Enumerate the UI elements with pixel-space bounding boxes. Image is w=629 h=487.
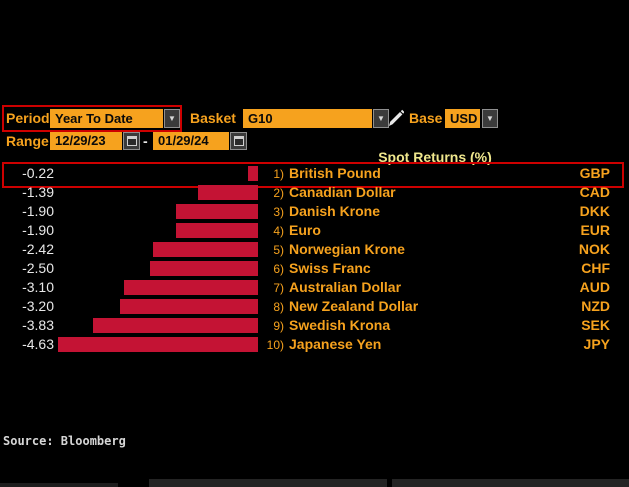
return-bar <box>150 261 258 276</box>
return-value: -2.42 <box>22 241 54 257</box>
currency-code: SEK <box>581 317 610 333</box>
currency-code: EUR <box>580 222 610 238</box>
row-rank: 8) <box>273 300 284 314</box>
period-field[interactable]: Year To Date <box>50 109 163 128</box>
currency-name: Japanese Yen <box>289 336 382 352</box>
chevron-down-icon: ▼ <box>168 114 176 123</box>
chart-row[interactable]: -1.90 3) Danish Krone DKK <box>0 202 629 221</box>
chevron-down-icon: ▼ <box>377 114 385 123</box>
return-value: -1.39 <box>22 184 54 200</box>
chart-row[interactable]: -4.63 10) Japanese Yen JPY <box>0 335 629 354</box>
return-value: -1.90 <box>22 222 54 238</box>
base-label: Base <box>409 110 443 126</box>
range-start-calendar-button[interactable] <box>123 132 140 150</box>
currency-code: CHF <box>581 260 610 276</box>
currency-code: CAD <box>579 184 610 200</box>
row-rank: 10) <box>266 338 284 352</box>
chart-row[interactable]: -3.20 8) New Zealand Dollar NZD <box>0 297 629 316</box>
chart-row[interactable]: -1.39 2) Canadian Dollar CAD <box>0 183 629 202</box>
return-bar <box>176 204 258 219</box>
currency-code: AUD <box>579 279 610 295</box>
basket-dropdown-button[interactable]: ▼ <box>373 109 389 128</box>
calendar-icon <box>233 136 244 146</box>
currency-name: Australian Dollar <box>289 279 402 295</box>
chart-row[interactable]: -0.22 1) British Pound GBP <box>0 162 629 188</box>
bottom-strip-left <box>0 483 118 487</box>
range-end-field[interactable]: 01/29/24 <box>153 132 229 150</box>
range-start-field[interactable]: 12/29/23 <box>50 132 122 150</box>
currency-name: Danish Krone <box>289 203 381 219</box>
chart-row[interactable]: -3.10 7) Australian Dollar AUD <box>0 278 629 297</box>
return-bar <box>198 185 258 200</box>
chevron-down-icon: ▼ <box>486 114 494 123</box>
return-bar <box>93 318 258 333</box>
chart-row[interactable]: -2.50 6) Swiss Franc CHF <box>0 259 629 278</box>
bottom-strip-right <box>392 479 629 487</box>
chart-row[interactable]: -1.90 4) Euro EUR <box>0 221 629 240</box>
return-bar <box>124 280 258 295</box>
basket-label: Basket <box>190 110 236 126</box>
return-value: -4.63 <box>22 336 54 352</box>
currency-name: Swiss Franc <box>289 260 371 276</box>
row-rank: 4) <box>273 224 284 238</box>
currency-code: NZD <box>581 298 610 314</box>
return-bar <box>248 166 258 181</box>
range-end-calendar-button[interactable] <box>230 132 247 150</box>
period-label: Period <box>6 110 50 126</box>
return-value: -3.10 <box>22 279 54 295</box>
row-rank: 5) <box>273 243 284 257</box>
chart-row[interactable]: -2.42 5) Norwegian Krone NOK <box>0 240 629 259</box>
row-rank: 1) <box>273 167 284 181</box>
row-rank: 9) <box>273 319 284 333</box>
pencil-edit-icon[interactable] <box>388 108 405 128</box>
calendar-icon <box>126 136 137 146</box>
source-label: Source: Bloomberg <box>3 434 126 448</box>
currency-code: DKK <box>579 203 610 219</box>
currency-name: New Zealand Dollar <box>289 298 419 314</box>
row-rank: 7) <box>273 281 284 295</box>
basket-field[interactable]: G10 <box>243 109 372 128</box>
return-value: -3.20 <box>22 298 54 314</box>
currency-name: Euro <box>289 222 321 238</box>
currency-code: GBP <box>579 165 610 181</box>
return-bar <box>176 223 258 238</box>
chart-row[interactable]: -3.83 9) Swedish Krona SEK <box>0 316 629 335</box>
currency-code: JPY <box>583 336 610 352</box>
row-rank: 6) <box>273 262 284 276</box>
currency-name: Swedish Krona <box>289 317 391 333</box>
base-field[interactable]: USD <box>445 109 480 128</box>
currency-code: NOK <box>578 241 610 257</box>
return-bar <box>120 299 258 314</box>
chart-title: Spot Returns (%) <box>378 149 492 165</box>
return-bar <box>153 242 258 257</box>
currency-name: British Pound <box>289 165 381 181</box>
row-rank: 2) <box>273 186 284 200</box>
return-value: -2.50 <box>22 260 54 276</box>
base-dropdown-button[interactable]: ▼ <box>482 109 498 128</box>
return-value: -0.22 <box>22 165 54 181</box>
chart-rows: -0.22 1) British Pound GBP -1.39 2) Cana… <box>0 162 629 354</box>
return-value: -3.83 <box>22 317 54 333</box>
return-value: -1.90 <box>22 203 54 219</box>
currency-name: Norwegian Krone <box>289 241 405 257</box>
currency-name: Canadian Dollar <box>289 184 396 200</box>
period-dropdown-button[interactable]: ▼ <box>164 109 180 128</box>
return-bar <box>58 337 258 352</box>
bottom-strip-middle <box>149 479 387 487</box>
range-dash: - <box>143 133 148 149</box>
range-label: Range <box>6 133 49 149</box>
row-rank: 3) <box>273 205 284 219</box>
